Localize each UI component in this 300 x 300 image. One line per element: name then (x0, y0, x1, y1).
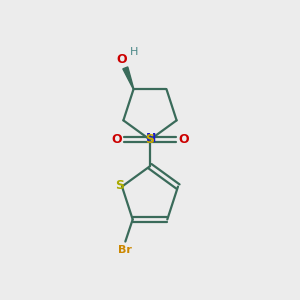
Text: Br: Br (118, 245, 132, 255)
Text: H: H (130, 47, 138, 57)
Text: S: S (146, 133, 154, 146)
Text: S: S (115, 178, 124, 192)
Text: O: O (116, 52, 127, 66)
Text: O: O (178, 133, 189, 146)
Polygon shape (123, 67, 134, 89)
Text: O: O (111, 133, 122, 146)
Text: N: N (146, 132, 157, 145)
